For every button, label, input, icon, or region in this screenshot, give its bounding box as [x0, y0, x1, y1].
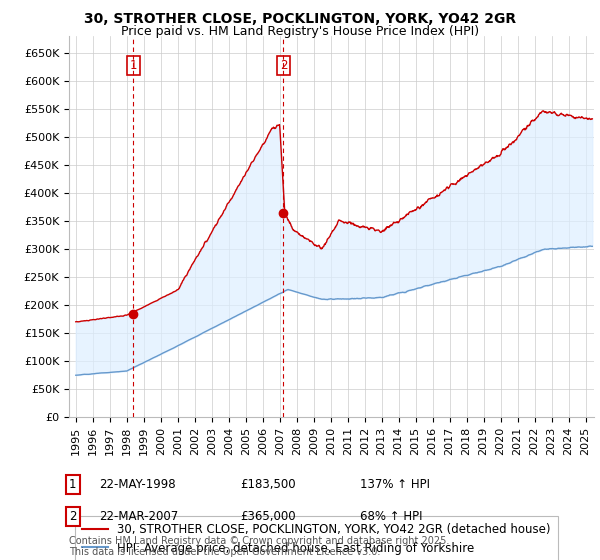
Text: 1: 1 [69, 478, 77, 491]
Text: £365,000: £365,000 [240, 510, 296, 523]
Text: Price paid vs. HM Land Registry's House Price Index (HPI): Price paid vs. HM Land Registry's House … [121, 25, 479, 38]
Text: 22-MAR-2007: 22-MAR-2007 [99, 510, 178, 523]
Text: 1: 1 [130, 59, 137, 72]
Text: 137% ↑ HPI: 137% ↑ HPI [360, 478, 430, 491]
Text: 2: 2 [280, 59, 287, 72]
Text: £183,500: £183,500 [240, 478, 296, 491]
Text: 2: 2 [69, 510, 77, 523]
Text: 22-MAY-1998: 22-MAY-1998 [99, 478, 176, 491]
Legend: 30, STROTHER CLOSE, POCKLINGTON, YORK, YO42 2GR (detached house), HPI: Average p: 30, STROTHER CLOSE, POCKLINGTON, YORK, Y… [75, 516, 558, 560]
Text: Contains HM Land Registry data © Crown copyright and database right 2025.
This d: Contains HM Land Registry data © Crown c… [69, 535, 449, 557]
Text: 68% ↑ HPI: 68% ↑ HPI [360, 510, 422, 523]
Text: 30, STROTHER CLOSE, POCKLINGTON, YORK, YO42 2GR: 30, STROTHER CLOSE, POCKLINGTON, YORK, Y… [84, 12, 516, 26]
